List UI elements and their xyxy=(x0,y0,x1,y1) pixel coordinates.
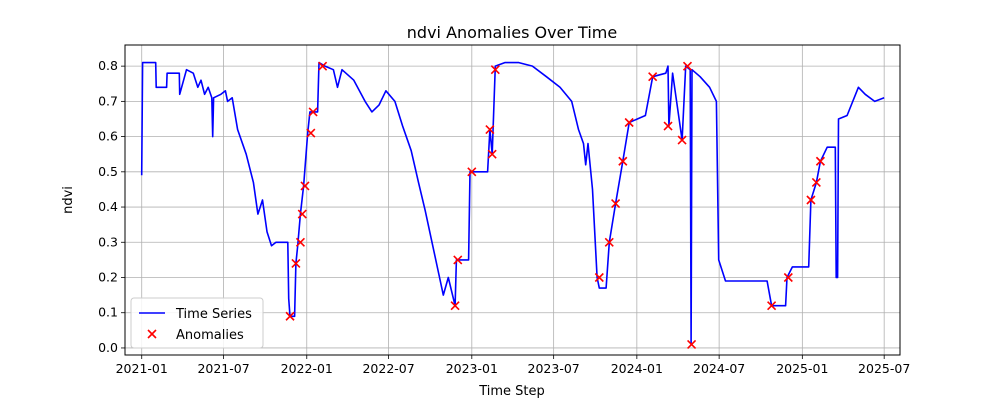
x-tick-label: 2025-07 xyxy=(858,361,910,376)
x-tick-label: 2022-01 xyxy=(281,361,333,376)
anomaly-marker xyxy=(648,72,658,82)
anomaly-marker xyxy=(618,156,628,166)
chart-title: ndvi Anomalies Over Time xyxy=(407,23,617,42)
anomaly-marker xyxy=(686,339,697,349)
anomaly-marker xyxy=(487,149,497,159)
anomaly-marker xyxy=(467,167,477,177)
anomaly-marker xyxy=(485,124,495,135)
x-axis-label: Time Step xyxy=(478,384,545,399)
y-tick-label: 0.2 xyxy=(98,270,118,285)
y-tick-label: 0.3 xyxy=(98,234,118,249)
anomaly-marker xyxy=(815,156,825,166)
legend-label-anomalies: Anomalies xyxy=(176,328,244,343)
x-tick-label: 2024-07 xyxy=(693,361,745,376)
anomaly-marker xyxy=(297,209,307,219)
x-tick-label: 2021-01 xyxy=(116,361,168,376)
y-axis-label: ndvi xyxy=(61,186,76,214)
y-axis: 0.0 0.1 0.2 0.3 0.4 0.5 0.6 0.7 0.8 xyxy=(98,58,125,355)
anomaly-marker xyxy=(285,311,295,321)
anomaly-markers xyxy=(285,61,825,349)
x-axis: 2021-01 2021-07 2022-01 2022-07 2023-01 2023-… xyxy=(116,355,910,376)
anomaly-marker xyxy=(663,121,673,131)
x-tick-label: 2024-01 xyxy=(611,361,663,376)
y-tick-label: 0.4 xyxy=(98,199,118,214)
anomaly-marker xyxy=(453,255,463,265)
x-tick-label: 2023-07 xyxy=(528,361,580,376)
x-tick-label: 2021-07 xyxy=(197,361,249,376)
anomaly-marker xyxy=(806,195,816,205)
y-tick-label: 0.8 xyxy=(98,58,118,73)
y-tick-label: 0.5 xyxy=(98,164,118,179)
anomaly-marker xyxy=(624,117,634,128)
y-tick-label: 0.7 xyxy=(98,93,118,108)
legend-box xyxy=(130,297,264,349)
anomaly-marker xyxy=(767,301,777,311)
anomaly-marker xyxy=(306,128,316,138)
anomaly-marker xyxy=(450,301,460,311)
anomaly-marker xyxy=(295,237,306,247)
anomaly-marker xyxy=(677,135,687,145)
plot-frame xyxy=(124,44,901,356)
x-tick-label: 2023-01 xyxy=(446,361,498,376)
anomaly-marker xyxy=(783,272,793,283)
y-tick-label: 0.0 xyxy=(98,340,118,355)
legend-anomaly-marker xyxy=(147,329,157,339)
anomaly-marker xyxy=(604,237,614,247)
anomaly-marker xyxy=(308,107,318,117)
anomaly-marker xyxy=(611,198,621,209)
anomaly-marker xyxy=(300,181,310,191)
time-series-line-group xyxy=(140,61,885,346)
anomaly-marker xyxy=(318,61,328,71)
legend-label-time-series: Time Series xyxy=(175,307,252,322)
time-series-line xyxy=(140,61,885,346)
y-tick-label: 0.1 xyxy=(98,305,118,320)
grid xyxy=(125,45,900,355)
x-tick-label: 2022-07 xyxy=(362,361,414,376)
anomaly-marker xyxy=(291,258,301,268)
x-tick-label: 2025-01 xyxy=(776,361,828,376)
legend: Time Series Anomalies xyxy=(130,297,264,349)
anomaly-marker xyxy=(811,177,821,187)
anomaly-marker xyxy=(682,61,693,71)
anomaly-marker xyxy=(490,65,500,75)
y-tick-label: 0.6 xyxy=(98,129,118,144)
anomaly-marker xyxy=(594,272,604,283)
